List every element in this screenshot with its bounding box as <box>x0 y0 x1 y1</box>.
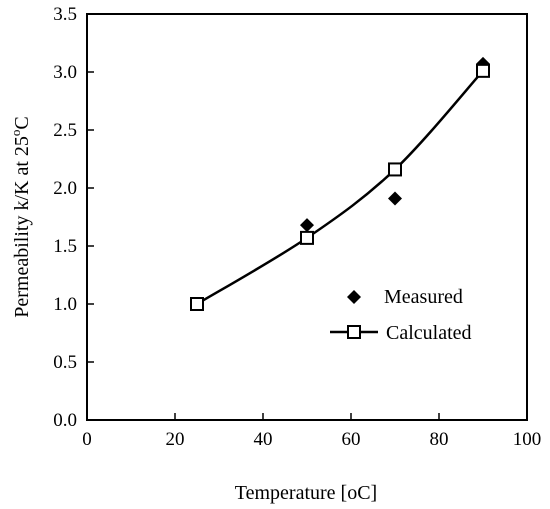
legend-measured-label: Measured <box>384 286 463 308</box>
y-tick-label: 2.0 <box>53 178 77 199</box>
x-tick-label: 80 <box>430 429 449 450</box>
x-axis: 0 20 40 60 80 100 <box>82 413 541 450</box>
series-layer <box>190 56 490 311</box>
legend: Measured Calculated <box>330 286 472 344</box>
y-axis: 0.0 0.5 1.0 1.5 2.0 2.5 3.0 3.5 <box>53 4 94 431</box>
x-tick-label: 100 <box>513 429 542 450</box>
y-axis-title: Permeability k/K at 25oC <box>8 116 33 317</box>
y-axis-title-superscript: o <box>8 130 23 137</box>
y-tick-label: 3.5 <box>53 4 77 25</box>
y-axis-title-unit: C <box>11 116 33 129</box>
calculated-point <box>388 162 402 177</box>
x-axis-title: Temperature [oC] <box>235 482 377 504</box>
calculated-point <box>300 230 314 245</box>
y-tick-label: 1.0 <box>53 294 77 315</box>
calculated-point <box>190 297 204 311</box>
x-tick-label: 60 <box>342 429 361 450</box>
calculated-point <box>476 63 490 78</box>
y-tick-label: 1.5 <box>53 236 77 257</box>
legend-calculated-marker <box>347 325 361 339</box>
y-tick-label: 2.5 <box>53 120 77 141</box>
legend-measured-marker <box>347 290 361 304</box>
y-tick-label: 0.5 <box>53 352 77 373</box>
measured-point <box>388 191 402 206</box>
x-tick-label: 20 <box>166 429 185 450</box>
plot-area-frame <box>86 13 528 421</box>
x-tick-label: 0 <box>82 429 92 450</box>
measured-point <box>300 218 314 233</box>
series-calculated-line <box>196 70 484 306</box>
y-tick-label: 3.0 <box>53 62 77 83</box>
legend-calculated-label: Calculated <box>386 322 472 344</box>
y-tick-label: 0.0 <box>53 410 77 431</box>
y-axis-title-main: Permeability k/K at 25 <box>11 136 33 318</box>
x-tick-label: 40 <box>254 429 273 450</box>
